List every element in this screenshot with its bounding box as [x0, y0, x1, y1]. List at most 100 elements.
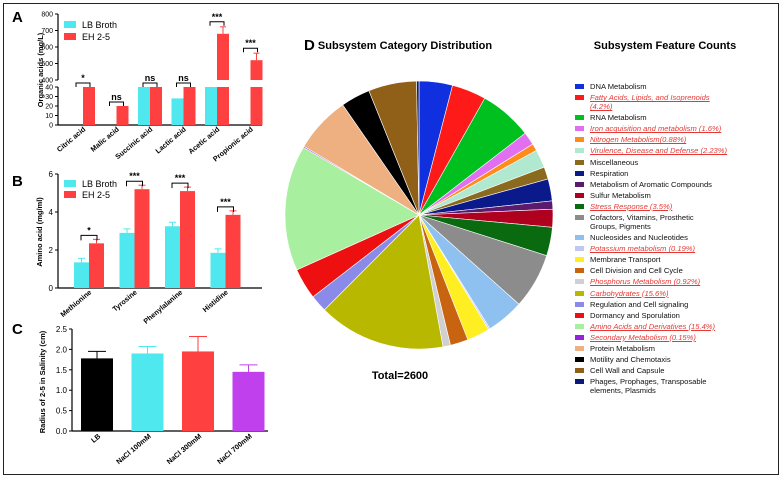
- legend-item: Regulation and Cell signaling: [575, 300, 780, 312]
- legend-item: Stress Response (3.5%): [575, 202, 780, 214]
- legend-label: Motility and Chemotaxis: [590, 355, 671, 365]
- legend-swatch: [575, 159, 584, 165]
- x-tick-label: Tyrosine: [110, 288, 138, 314]
- legend-item: Protein Metabolism: [575, 344, 780, 356]
- legend-swatch: [575, 192, 584, 198]
- legend-label: Protein Metabolism: [590, 344, 655, 353]
- bar: [81, 358, 113, 431]
- legend-item: Nucleosides and Nucleotides: [575, 233, 780, 245]
- bar-lb: [138, 87, 150, 125]
- legend-swatch: [575, 246, 584, 252]
- legend-item: DNA Metabolism: [575, 82, 780, 94]
- significance-label: ns: [111, 92, 122, 102]
- y-tick-label: 0.5: [56, 407, 68, 416]
- significance-bracket: [80, 234, 98, 241]
- legend-item: Nitrogen Metabolism(0.88%): [575, 135, 780, 147]
- y-axis-label: Amino acid (mg/ml): [35, 197, 44, 267]
- legend-label: Virulence, Disease and Defense (2.23%): [590, 146, 728, 156]
- legend-item: Secondary Metabolism (0.15%): [575, 333, 780, 345]
- legend-item: Phages, Prophages, Transposable elements…: [575, 377, 715, 395]
- legend-swatch: [575, 115, 584, 121]
- y-tick-label: 30: [45, 94, 53, 101]
- significance-label: ns: [178, 73, 189, 83]
- significance-bracket: [243, 47, 258, 53]
- legend-label: Cofactors, Vitamins, Prosthetic Groups, …: [590, 213, 694, 231]
- significance-bracket: [75, 82, 91, 87]
- panel-letter-a: A: [12, 9, 23, 26]
- legend-swatch: [575, 148, 584, 154]
- legend-label: Secondary Metabolism (0.15%): [590, 332, 696, 342]
- significance-label: ns: [145, 73, 156, 83]
- bar-eh: [83, 87, 95, 125]
- legend-swatch: [575, 290, 584, 296]
- legend-item: Metabolism of Aromatic Compounds: [575, 180, 780, 192]
- legend-label: Potassium metabolism (0.19%): [590, 244, 696, 254]
- bar: [131, 353, 164, 431]
- panel-d-pie: Subsystem Category Distribution Subsyste…: [284, 40, 736, 382]
- x-tick-label: Citric acid: [55, 125, 87, 154]
- legend-swatch: [575, 279, 584, 285]
- panel-b-amino-acids: 0 2 4 6 Amino acid (mg/ml) * Methionine *** Tyro…: [35, 170, 262, 326]
- legend-label-lb: LB Broth: [82, 20, 117, 30]
- legend-swatch: [575, 323, 584, 329]
- significance-bracket: [209, 21, 225, 26]
- legend-item: Carbohydrates (15.6%): [575, 289, 780, 301]
- legend-swatch: [575, 301, 584, 307]
- legend-label: Nucleosides and Nucleotides: [590, 233, 688, 242]
- y-tick-label: 0: [49, 284, 54, 293]
- pie-total: Total=2600: [372, 370, 428, 382]
- bar-eh: [150, 87, 162, 125]
- y-tick-label: 0: [49, 123, 53, 130]
- significance-bracket: [176, 82, 191, 87]
- bar-eh: [183, 87, 196, 125]
- significance-label: *: [87, 225, 91, 235]
- significance-label: ***: [129, 171, 140, 181]
- x-tick-label: Lactic acid: [154, 125, 188, 156]
- bar-eh-upper: [217, 33, 229, 80]
- legend-label: Fatty Acids, Lipids, and Isoprenoids (4.…: [590, 93, 710, 112]
- legend-label: Phages, Prophages, Transposable elements…: [590, 377, 707, 396]
- legend-item: Cell Wall and Capsule: [575, 366, 780, 378]
- pie-title: Subsystem Category Distribution: [318, 40, 492, 52]
- legend-label: Stress Response (3.5%): [590, 201, 673, 211]
- bar-eh: [116, 106, 129, 125]
- legend-label: Amino Acids and Derivatives (15.4%): [590, 321, 716, 331]
- legend-item: Miscellaneous: [575, 158, 780, 170]
- y-tick-label: 1.5: [56, 366, 68, 375]
- panel-c-salinity: 0.0 0.5 1.0 1.5 2.0 2.5 Radius of 2-5 in Salin…: [38, 325, 268, 466]
- significance-label: ***: [212, 12, 223, 22]
- legend-item: Cofactors, Vitamins, Prosthetic Groups, …: [575, 213, 715, 231]
- y-tick-label: 10: [45, 113, 53, 120]
- significance-bracket: [109, 101, 124, 106]
- bar-eh: [89, 243, 104, 288]
- legend-label: Cell Wall and Capsule: [590, 366, 665, 376]
- y-tick-label: 600: [41, 45, 53, 52]
- y-tick-label: 6: [49, 170, 54, 179]
- legend-swatch: [575, 235, 584, 240]
- legend-label-lb: LB Broth: [82, 179, 117, 189]
- bar-eh: [180, 191, 195, 288]
- legend-swatch: [575, 95, 584, 101]
- x-tick-label: LB: [89, 432, 102, 445]
- legend-item: RNA Metabolism: [575, 113, 780, 125]
- pie-slice: [323, 214, 444, 350]
- legend-swatch: [575, 312, 584, 318]
- x-tick-label: Methionine: [58, 288, 93, 319]
- y-tick-label: 500: [41, 61, 53, 68]
- figure-frame: [3, 3, 779, 475]
- legend-swatch: [575, 346, 584, 351]
- y-tick-label: 4: [49, 208, 54, 217]
- bar-lb: [205, 87, 217, 125]
- significance-label: ***: [175, 173, 186, 183]
- bar-lb: [210, 252, 226, 288]
- x-tick-label: Phenylalanine: [141, 288, 184, 326]
- legend-label: Cell Division and Cell Cycle: [590, 266, 683, 276]
- legend-item: Fatty Acids, Lipids, and Isoprenoids (4.…: [575, 93, 715, 111]
- legend-label: RNA Metabolism: [590, 113, 647, 123]
- y-tick-label: 800: [41, 12, 53, 19]
- legend-item: Phosphorus Metabolism (0.92%): [575, 277, 780, 289]
- legend-swatch: [575, 334, 584, 340]
- y-tick-label: 20: [45, 104, 53, 111]
- y-axis-label: Organic acids (mg/L): [36, 32, 45, 107]
